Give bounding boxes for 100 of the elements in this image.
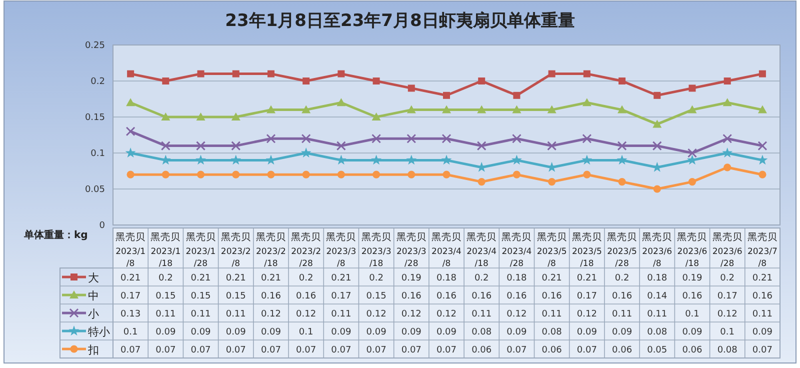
point [408, 84, 415, 92]
point [302, 170, 310, 178]
data-label: 0.09 [436, 328, 457, 338]
x-tick-label: 黑壳贝 2023/4/28 [502, 231, 532, 269]
point [231, 141, 241, 151]
point [372, 170, 380, 178]
point [196, 154, 206, 165]
data-label: 0.2 [369, 274, 384, 284]
point [758, 141, 768, 151]
point [477, 105, 486, 114]
point [654, 92, 661, 99]
data-label: 0.11 [331, 310, 352, 320]
point [582, 134, 592, 144]
x-tick-label: 黑壳贝 2023/3/8 [326, 231, 356, 269]
point [688, 178, 696, 186]
point [722, 134, 732, 144]
point [126, 170, 134, 178]
data-label: 0.07 [156, 346, 176, 356]
data-label: 0.11 [752, 310, 772, 320]
point [232, 70, 240, 78]
point [267, 170, 275, 178]
point [688, 84, 696, 92]
x-tick-label: 黑壳贝 2023/5/18 [572, 231, 602, 269]
data-label: 0.21 [331, 274, 352, 284]
y-tick-label: 0.1 [90, 149, 105, 159]
point [511, 154, 522, 165]
data-label: 0.2 [298, 274, 314, 284]
x-tick-label: 黑壳贝 2023/6/8 [642, 231, 672, 269]
data-label: 0.08 [717, 346, 738, 356]
point [197, 70, 204, 78]
point [653, 185, 661, 193]
data-label: 0.21 [576, 274, 597, 284]
data-label: 0.09 [576, 328, 598, 338]
point [617, 141, 627, 151]
data-label: 0.16 [260, 292, 282, 302]
point [478, 78, 486, 84]
data-label: 0.1 [298, 328, 314, 338]
data-label: 0.15 [190, 292, 211, 302]
data-label: 0.07 [190, 346, 211, 356]
data-label: 0.09 [612, 328, 632, 338]
data-label: 0.08 [647, 328, 668, 338]
point [441, 154, 452, 165]
point [196, 170, 205, 178]
y-tick-label: 0.05 [84, 185, 105, 195]
point [371, 154, 382, 165]
point [688, 105, 697, 114]
point [336, 98, 346, 106]
point [302, 105, 311, 114]
data-label: 0.17 [120, 292, 141, 302]
legend-label: 特小 [88, 326, 110, 338]
x-tick-label: 黑壳贝 2023/1/28 [186, 231, 216, 269]
point [512, 170, 521, 178]
data-label: 0.11 [612, 310, 632, 320]
legend-label: 大 [88, 272, 99, 284]
data-label: 0.12 [717, 310, 738, 320]
data-label: 0.07 [331, 346, 352, 356]
data-label: 0.09 [506, 328, 527, 338]
data-label: 0.07 [401, 346, 422, 356]
data-label: 0.07 [366, 346, 386, 356]
point [162, 170, 170, 178]
data-label: 0.06 [682, 346, 703, 356]
point [337, 170, 345, 178]
data-label: 0.1 [720, 328, 735, 338]
y-tick-label: 0.15 [84, 113, 105, 123]
data-label: 0.16 [752, 292, 773, 302]
data-label: 0.09 [331, 328, 352, 338]
point [512, 134, 522, 144]
data-label: 0.07 [296, 346, 316, 356]
point [338, 70, 345, 78]
point [126, 98, 136, 106]
legend-label: 扣 [87, 344, 99, 356]
data-label: 0.1 [123, 328, 138, 338]
point [547, 141, 557, 151]
point [442, 170, 450, 178]
y-tick-label: 0 [99, 221, 106, 231]
x-tick-label: 黑壳贝 2023/1/18 [150, 231, 181, 269]
point [160, 141, 170, 151]
point [724, 78, 731, 84]
data-label: 0.06 [612, 346, 632, 356]
point [583, 70, 590, 78]
point [618, 78, 626, 84]
point [722, 98, 732, 106]
point [372, 78, 380, 84]
data-label: 0.13 [120, 310, 141, 320]
point [478, 178, 486, 186]
data-label: 0.07 [120, 346, 141, 356]
data-label: 0.11 [542, 310, 562, 320]
data-label: 0.21 [542, 274, 562, 284]
data-label: 0.18 [436, 274, 457, 284]
data-label: 0.16 [401, 292, 422, 302]
point [162, 78, 170, 84]
point [582, 98, 592, 106]
data-label: 0.06 [472, 346, 492, 356]
point [442, 134, 452, 144]
x-tick-label: 黑壳贝 2023/2/28 [291, 231, 322, 269]
data-label: 0.09 [226, 328, 246, 338]
x-tick-label: 黑壳贝 2023/4/8 [432, 231, 462, 269]
y-tick-label: 0.25 [84, 41, 105, 51]
data-label: 0.11 [156, 310, 176, 320]
x-tick-label: 黑壳贝 2023/2/18 [256, 231, 286, 269]
